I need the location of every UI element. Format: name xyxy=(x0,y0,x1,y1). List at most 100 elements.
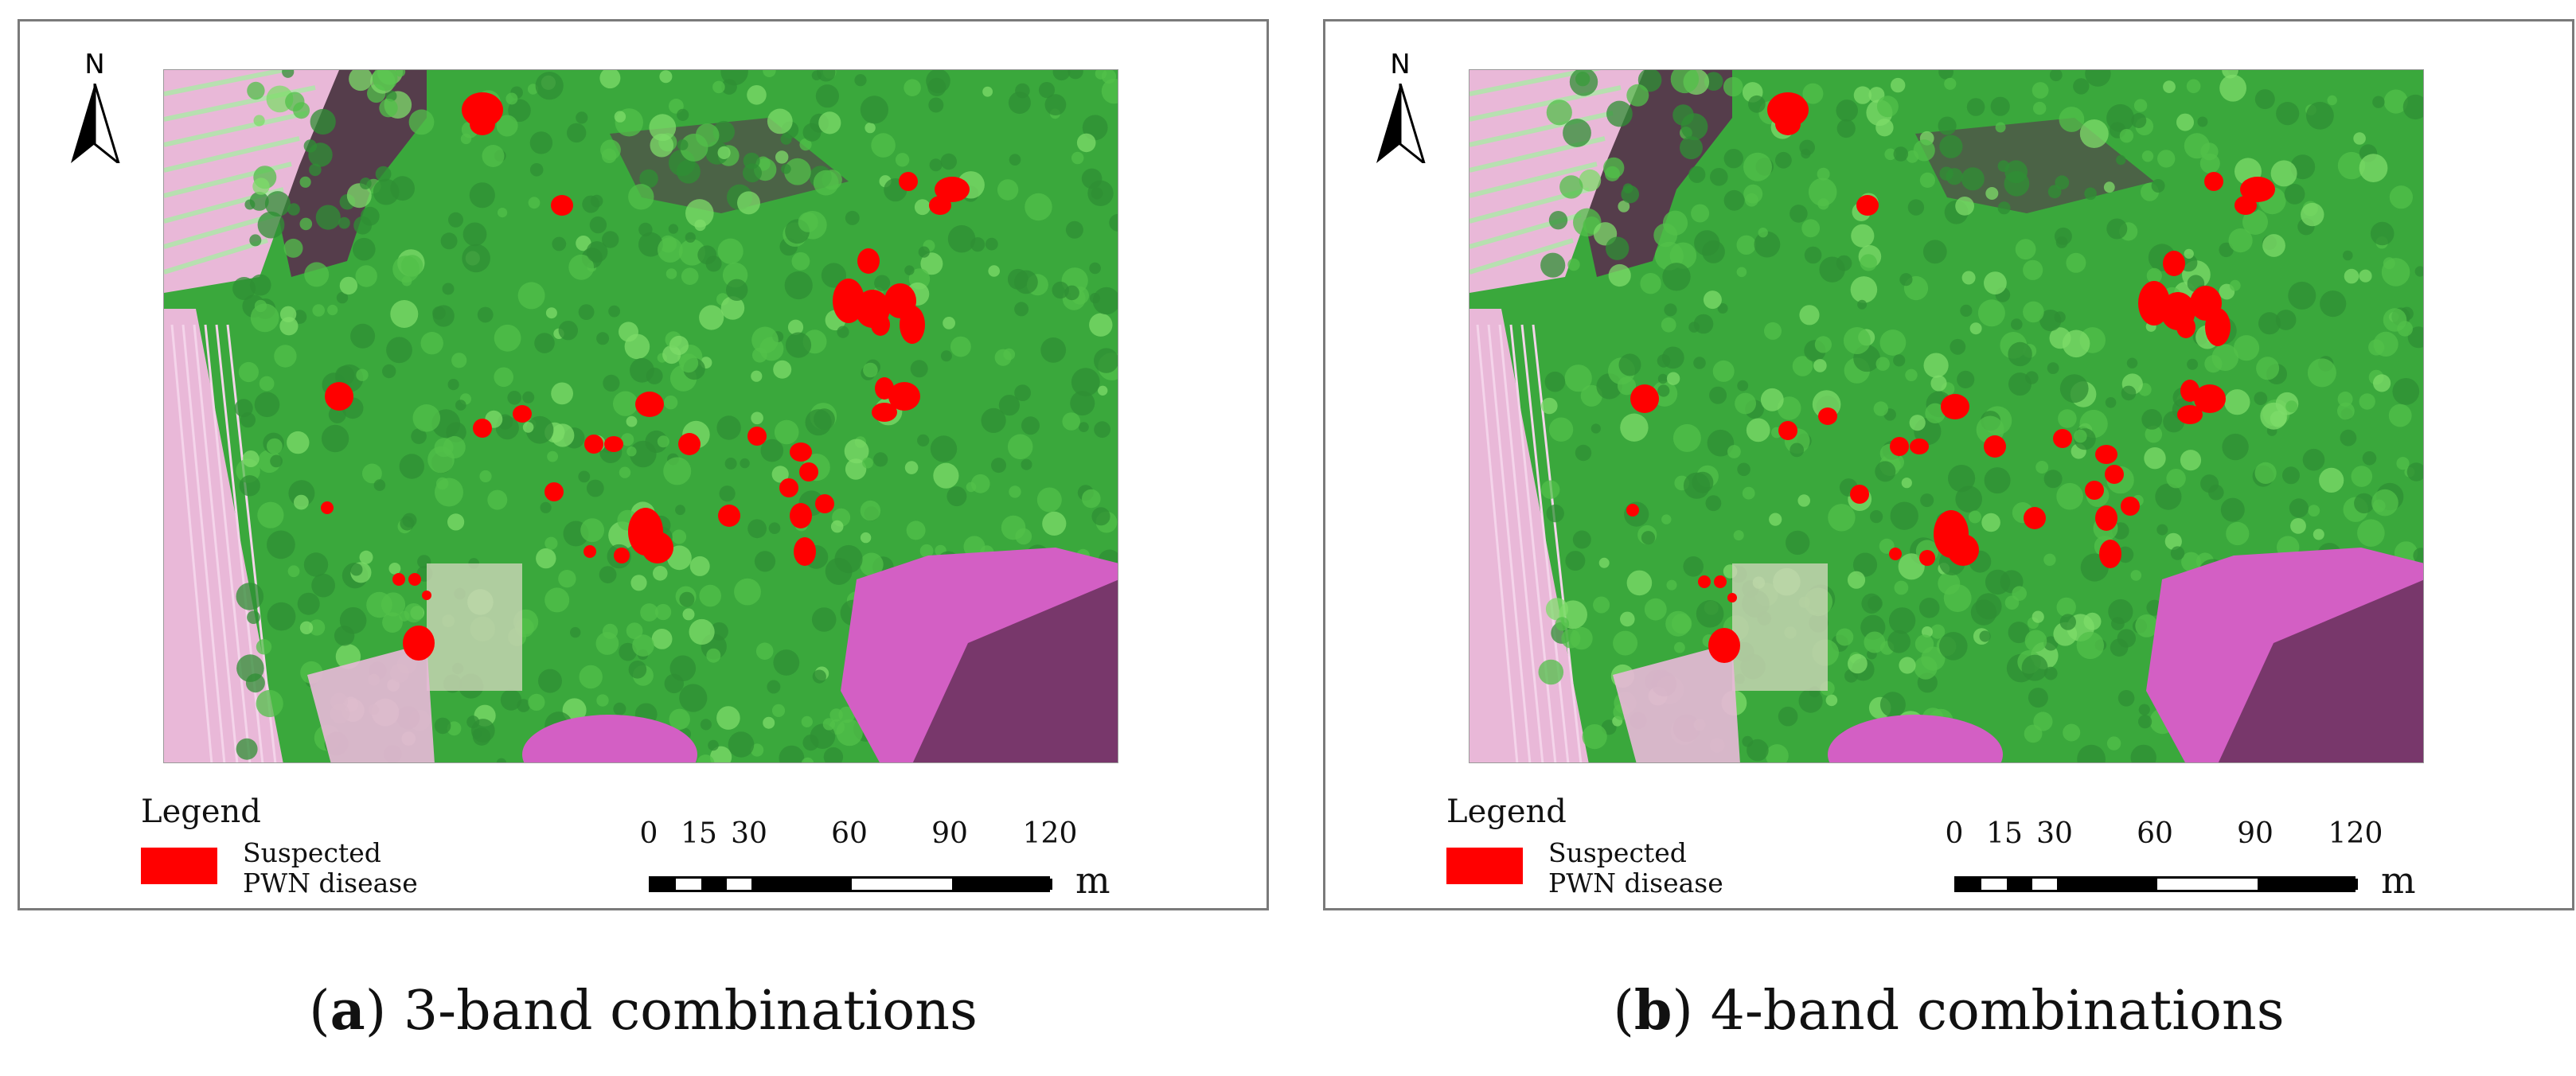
disease-patch xyxy=(1850,485,1869,504)
disease-patch xyxy=(2024,507,2046,529)
scale-unit: m xyxy=(2381,859,2416,902)
map-canvas xyxy=(164,70,1118,762)
disease-patch xyxy=(422,591,431,600)
disease-patch xyxy=(2095,445,2117,464)
scale-bar: 0 15 30 60 90 120 m xyxy=(640,817,1190,913)
panel-a: N Legend Suspected PWN disease 0 15 30 6… xyxy=(18,19,1269,910)
road-line xyxy=(1532,324,1583,762)
scale-bar-graphic xyxy=(649,876,1052,892)
map-image xyxy=(1469,69,2424,763)
road-line xyxy=(1476,324,1519,762)
scale-tick: 30 xyxy=(2036,817,2073,850)
disease-patch xyxy=(678,433,701,455)
disease-patch xyxy=(2085,481,2104,500)
disease-patch xyxy=(513,405,532,423)
pond-shadow xyxy=(912,579,1118,762)
built-area xyxy=(427,563,522,691)
disease-patch xyxy=(1714,575,1727,588)
disease-patch xyxy=(2240,177,2275,202)
scale-tick: 15 xyxy=(1986,817,2023,850)
disease-patch xyxy=(718,505,740,527)
disease-patch xyxy=(1818,407,1837,425)
disease-patch xyxy=(871,314,890,336)
pond-small xyxy=(1828,715,2003,762)
scale-bar-graphic xyxy=(1954,876,2358,892)
disease-patch xyxy=(321,501,334,514)
legend-label: Suspected PWN disease xyxy=(1548,837,1723,899)
disease-patch xyxy=(1630,384,1659,413)
disease-patch xyxy=(2234,196,2257,215)
road-line xyxy=(204,324,252,762)
road-line xyxy=(1520,324,1570,762)
disease-patch xyxy=(544,482,564,501)
road-line xyxy=(1487,324,1532,762)
disease-patch xyxy=(747,427,767,446)
scale-tick: 60 xyxy=(831,817,868,850)
disease-patch xyxy=(929,196,951,215)
panel-b: N Legend Suspected PWN disease 0 15 30 6… xyxy=(1323,19,2574,910)
disease-patch xyxy=(470,113,495,135)
scale-bar: 0 15 30 60 90 120 m xyxy=(1946,817,2496,913)
legend-swatch xyxy=(141,848,217,884)
disease-patches xyxy=(1626,92,2275,663)
disease-patch xyxy=(635,392,664,417)
disease-patch xyxy=(872,403,897,422)
disease-patch xyxy=(1708,628,1740,663)
road-line xyxy=(1509,324,1557,762)
disease-patch xyxy=(2099,540,2121,568)
caption-b: (b) 4-band combinations xyxy=(1613,979,2285,1043)
disease-patch xyxy=(1947,534,1979,566)
disease-patch xyxy=(1889,548,1902,560)
road-line xyxy=(170,324,213,762)
disease-patch xyxy=(392,573,405,586)
scale-tick: 90 xyxy=(2237,817,2274,850)
disease-patch xyxy=(1910,439,1929,454)
scale-unit: m xyxy=(1075,859,1110,902)
caption-letter: b xyxy=(1633,979,1672,1043)
north-indicator: N xyxy=(63,49,127,168)
scale-tick: 30 xyxy=(731,817,767,850)
disease-patch xyxy=(2204,172,2223,191)
caption-letter: a xyxy=(330,979,365,1043)
disease-patch xyxy=(900,306,925,344)
disease-patch xyxy=(1941,394,1969,419)
disease-patch xyxy=(1890,437,1909,456)
road-line xyxy=(181,324,226,762)
disease-patch xyxy=(779,478,798,497)
disease-patch xyxy=(815,494,834,513)
disease-patch xyxy=(551,195,573,216)
disease-patch xyxy=(1778,421,1797,440)
disease-patch xyxy=(1775,113,1801,135)
disease-patch xyxy=(2194,384,2226,413)
disease-patch xyxy=(1626,504,1639,517)
legend-title: Legend xyxy=(1446,793,1567,830)
disease-patch xyxy=(2121,497,2140,516)
disease-patch xyxy=(1984,435,2006,458)
field-patch xyxy=(1613,643,1740,762)
scale-tick: 15 xyxy=(681,817,717,850)
road-line xyxy=(1498,324,1544,762)
disease-patch xyxy=(642,532,673,563)
pond-shadow xyxy=(2218,579,2423,762)
disease-patches xyxy=(321,92,970,661)
scale-tick: 0 xyxy=(1945,817,1964,850)
disease-patch xyxy=(408,573,421,586)
disease-patch xyxy=(2205,308,2231,346)
legend-title: Legend xyxy=(141,793,261,830)
north-arrow-icon xyxy=(1376,84,1426,163)
caption-a: (a) 3-band combinations xyxy=(309,979,978,1043)
scale-tick: 90 xyxy=(931,817,968,850)
disease-patch xyxy=(614,548,630,563)
disease-patch xyxy=(584,435,603,454)
scale-tick: 60 xyxy=(2137,817,2173,850)
map-image xyxy=(163,69,1118,763)
disease-patch xyxy=(935,177,970,202)
disease-patch xyxy=(2176,316,2195,338)
caption-text: 3-band combinations xyxy=(386,980,978,1043)
disease-patch xyxy=(2053,429,2072,448)
north-arrow-icon xyxy=(71,84,120,163)
pond-small xyxy=(522,715,697,762)
disease-patch xyxy=(1698,575,1711,588)
disease-patch xyxy=(2105,465,2124,484)
disease-patch xyxy=(1727,593,1737,602)
